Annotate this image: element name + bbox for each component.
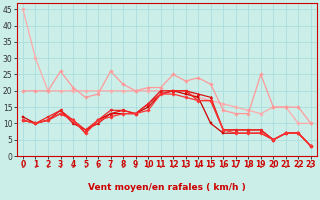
X-axis label: Vent moyen/en rafales ( km/h ): Vent moyen/en rafales ( km/h ) [88, 183, 246, 192]
